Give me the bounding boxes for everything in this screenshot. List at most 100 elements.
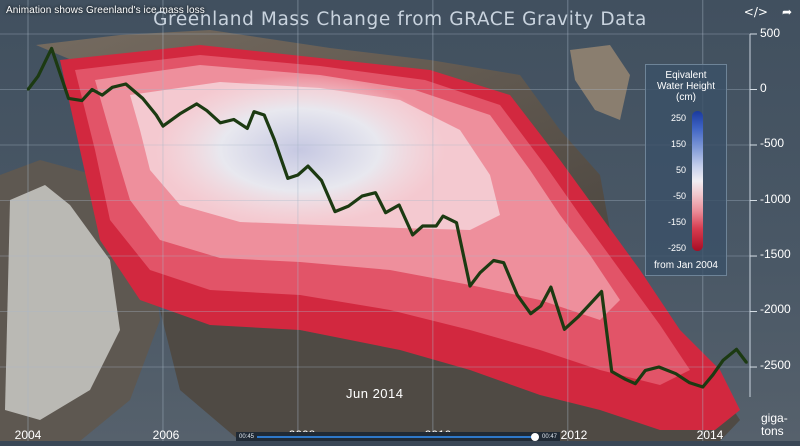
mass-data-point: [306, 164, 310, 168]
mass-data-point: [674, 372, 677, 375]
mass-data-point: [735, 348, 738, 351]
mass-data-point: [347, 204, 350, 208]
legend-tick-50: 50: [675, 165, 686, 175]
mass-data-point: [273, 138, 276, 141]
y-tick-label-neg1500: -1500: [760, 247, 791, 261]
mass-data-point: [90, 88, 94, 91]
mass-data-point: [178, 112, 181, 116]
share-arrow-icon[interactable]: ➦: [781, 5, 792, 19]
legend-colorbar: [692, 111, 703, 251]
frame-date: Jun 2014: [346, 386, 404, 401]
player-time-current: 00:45: [239, 433, 255, 440]
mass-data-point: [492, 259, 495, 262]
mass-data-point: [384, 211, 387, 214]
mass-data-point: [600, 290, 603, 293]
code-icon[interactable]: </>: [743, 5, 768, 19]
x-tick-label-2006: 2006: [152, 428, 180, 442]
mass-data-point: [502, 261, 505, 264]
mass-data-point: [563, 328, 566, 331]
mass-data-point: [745, 361, 748, 364]
mass-data-point: [688, 381, 691, 384]
legend-tick-250: 250: [670, 113, 686, 123]
mass-data-point: [80, 99, 84, 102]
mass-data-point: [246, 127, 249, 130]
y-unit-label: giga- tons: [761, 411, 788, 438]
mass-data-point: [155, 113, 158, 117]
color-legend: Eqivalent Water Height (cm) 250 150 50 -…: [645, 64, 727, 276]
mass-data-point: [657, 365, 661, 369]
mass-data-point: [411, 233, 414, 237]
mass-data-point: [397, 203, 401, 207]
x-tick-label-2014: 2014: [696, 428, 724, 442]
video-caption: Animation shows Greenland's ice mass los…: [6, 5, 205, 16]
y-tick-label-neg1000: -1000: [760, 192, 791, 206]
mass-data-point: [711, 373, 715, 376]
y-tick-label-0: 0: [760, 81, 767, 95]
mass-data-point: [701, 385, 704, 389]
mass-data-point: [624, 378, 627, 381]
mass-data-point: [435, 224, 438, 228]
mass-data-point: [539, 304, 542, 308]
legend-tick-neg250: -250: [667, 243, 686, 253]
y-tick-marks: [750, 33, 757, 368]
legend-tick-150: 150: [670, 139, 686, 149]
mass-data-point: [468, 284, 472, 288]
mass-data-point: [263, 113, 266, 117]
legend-tick-neg50: -50: [672, 191, 686, 201]
mass-data-point: [296, 173, 300, 177]
mass-data-point: [286, 177, 289, 180]
player-seek-track[interactable]: [257, 432, 539, 441]
x-tick-label-2012: 2012: [560, 428, 588, 442]
mass-data-point: [252, 110, 256, 113]
y-tick-label-neg2500: -2500: [760, 358, 791, 372]
video-controls: </> ➦: [744, 5, 792, 19]
mass-data-point: [67, 97, 70, 100]
y-tick-label-neg2000: -2000: [760, 302, 791, 316]
mass-data-point: [141, 97, 144, 100]
mass-data-point: [124, 82, 128, 86]
mass-data-point: [111, 86, 114, 89]
legend-tick-neg150: -150: [667, 217, 686, 227]
legend-title: Eqivalent Water Height (cm): [657, 70, 715, 103]
mass-data-point: [516, 293, 519, 297]
video-player-bar[interactable]: 00:45 00:47: [236, 432, 560, 441]
mass-data-point: [36, 75, 40, 78]
ice-zone-gain: [155, 75, 445, 225]
mass-data-point: [576, 315, 580, 319]
mass-data-point: [374, 191, 377, 194]
mass-data-point: [549, 285, 553, 289]
mass-data-point: [320, 179, 323, 182]
mass-data-point: [101, 93, 104, 97]
mass-data-point: [333, 210, 337, 213]
mass-data-point: [455, 221, 458, 224]
y-tick-label-neg500: -500: [760, 136, 785, 150]
mass-data-point: [590, 301, 593, 304]
mass-data-point: [161, 124, 165, 128]
mass-change-line: [26, 46, 748, 389]
mass-data-point: [219, 121, 222, 125]
x-tick-label-2004: 2004: [14, 428, 42, 442]
canada-snow: [5, 185, 120, 420]
mass-data-point: [529, 312, 532, 315]
player-time-total: 00:47: [541, 433, 557, 440]
mass-data-point: [360, 194, 364, 198]
island-northeast: [570, 45, 630, 120]
mass-data-point: [441, 214, 445, 218]
mass-data-point: [610, 370, 613, 373]
mass-data-point: [26, 88, 30, 91]
ice-sheet: [60, 45, 740, 430]
mass-change-points: [26, 47, 748, 389]
mass-data-point: [721, 359, 725, 362]
mass-data-point: [478, 271, 482, 274]
mass-data-point: [232, 118, 235, 121]
player-seek-knob[interactable]: [530, 432, 539, 441]
mass-data-point: [644, 369, 647, 372]
mass-data-point: [421, 224, 424, 228]
mass-data-point: [634, 382, 637, 385]
y-tick-label-500: 500: [760, 26, 781, 40]
mass-data-point: [50, 47, 53, 50]
chart-title: Greenland Mass Change from GRACE Gravity…: [153, 9, 647, 30]
legend-footer: from Jan 2004: [654, 260, 718, 271]
mass-data-point: [195, 102, 198, 106]
